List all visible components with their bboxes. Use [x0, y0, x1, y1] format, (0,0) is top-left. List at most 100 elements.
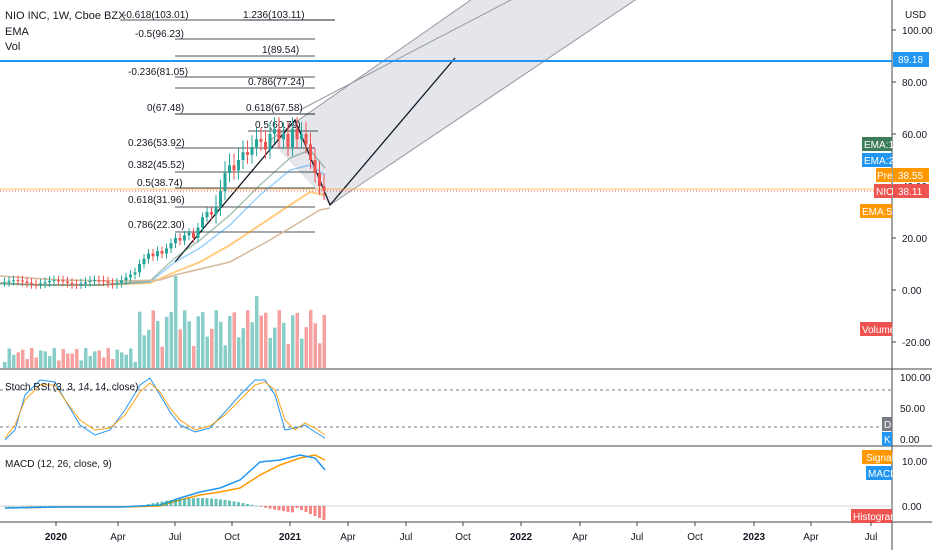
fib-level-label: 0.786(77.24) [248, 77, 305, 88]
volume-bar [214, 310, 218, 368]
stoch-d-badge-label: D [884, 420, 891, 431]
volume-bar [106, 348, 110, 368]
volume-bar [156, 320, 160, 368]
volume-bar [273, 327, 277, 368]
macd-histogram-bar [129, 506, 132, 507]
fib-level-label: -0.5(96.23) [135, 29, 184, 40]
macd-histogram-bar [250, 504, 254, 506]
volume-bar [70, 353, 74, 368]
candle-body [75, 284, 78, 286]
volume-bar [165, 316, 169, 368]
volume-bar [43, 351, 47, 368]
ema13-line [0, 149, 326, 286]
macd-histogram-bar [111, 506, 114, 507]
macd-histogram-bar [115, 506, 119, 507]
ema-lines [0, 149, 331, 286]
time-axis[interactable]: 2020 Apr Jul Oct 2021 Apr Jul Oct 2022 Apr Jul Oct 2… [45, 522, 878, 543]
pitchfork-lower-line [329, 0, 637, 206]
candle-body [16, 280, 20, 282]
macd-histogram-bar [93, 506, 96, 507]
macd-tick-10: 10.00 [902, 457, 927, 468]
candle-body [304, 134, 308, 145]
volume-bar [169, 311, 173, 368]
candle-body [210, 212, 213, 215]
fib-level-label: 0.5(38.74) [137, 178, 183, 189]
volume-bar [84, 348, 88, 368]
symbol-title: NIO INC, 1W, Cboe BZX [5, 10, 126, 22]
macd-histogram-bar [34, 506, 38, 507]
candle-body [115, 282, 119, 285]
vol-indicator-label[interactable]: Vol [5, 41, 20, 53]
price-tick: 20.00 [902, 234, 927, 245]
macd-histogram-bar [7, 506, 11, 507]
volume-badge-label: Volume [862, 325, 896, 336]
volume-bar [21, 349, 25, 368]
stoch-k-line [4, 377, 326, 441]
volume-bar [241, 328, 245, 368]
candle-body [273, 128, 276, 134]
macd-histogram-bar [273, 506, 276, 510]
volume-bar [219, 321, 223, 368]
time-tick: Apr [803, 532, 819, 543]
candle-body [88, 280, 92, 283]
time-tick: 2023 [743, 532, 766, 543]
macd-histogram-bar [48, 506, 51, 507]
stoch-rsi-title[interactable]: Stoch RSI (3, 3, 14, 14, close) [5, 382, 138, 393]
macd-histogram-bar [228, 500, 231, 506]
candle-body [259, 139, 263, 142]
candle-body [57, 280, 60, 282]
volume-bar [268, 337, 272, 368]
time-tick: Jul [169, 532, 182, 543]
volume-bar [246, 310, 250, 368]
macd-histogram-bar [178, 498, 182, 506]
macd-histogram-bar [30, 506, 33, 507]
volume-bar [93, 351, 97, 368]
nio-badge-label: NIO [876, 187, 894, 198]
volume-bar [187, 321, 191, 368]
ema21-line [0, 164, 326, 286]
volume-bars [3, 276, 326, 368]
candle-body [291, 128, 294, 147]
macd-histogram-bar [133, 506, 137, 507]
candle-body [147, 253, 150, 259]
volume-bar [30, 348, 34, 368]
macd-histogram-bar [223, 499, 227, 506]
macd-line [4, 454, 326, 509]
macd-title[interactable]: MACD (12, 26, close, 9) [5, 459, 112, 470]
time-tick: Oct [224, 532, 240, 543]
macd-histogram-bar [264, 506, 267, 508]
fib-level-label: 0.236(53.92) [128, 138, 185, 149]
volume-bar [291, 315, 295, 368]
volume-bar [88, 356, 92, 368]
pitchfork-upper-line [269, 0, 472, 141]
candle-body [241, 152, 245, 160]
volume-bar [205, 336, 209, 368]
macd-histogram-bar [102, 506, 105, 507]
fib-level-label: -0.236(81.05) [128, 67, 188, 78]
macd-histogram-bar [79, 506, 83, 507]
volume-bar [277, 310, 281, 368]
ema-indicator-label[interactable]: EMA [5, 26, 30, 38]
macd-histogram-bar [255, 505, 258, 507]
volume-bar [16, 352, 20, 368]
macd-signal-badge [862, 450, 892, 464]
macd-signal-badge-label: Signal [866, 453, 894, 464]
volume-bar [66, 353, 70, 368]
candle-body [250, 147, 254, 155]
macd-histogram-bar [97, 506, 101, 507]
candle-body [183, 235, 186, 241]
macd-histogram-bar [57, 506, 60, 507]
volume-bar [57, 360, 61, 368]
candle-body [205, 212, 209, 218]
macd-histogram-badge-label: Histogram [853, 512, 899, 523]
candle-body [7, 280, 11, 283]
stoch-d-line [4, 381, 326, 439]
price-tick: 60.00 [902, 130, 927, 141]
volume-bar [192, 345, 196, 368]
volume-bar [12, 354, 16, 368]
macd-histogram-bar [88, 506, 92, 507]
stoch-tick-100: 100.00 [900, 373, 931, 384]
candle-body [255, 139, 258, 147]
macd-histogram-bar [277, 506, 281, 511]
